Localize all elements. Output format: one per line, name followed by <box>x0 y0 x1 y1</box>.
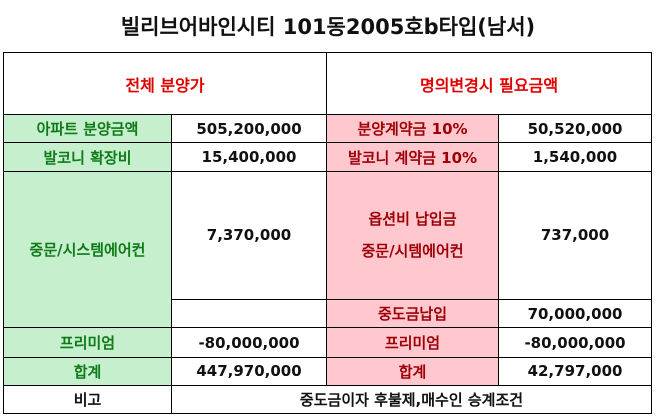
table-row: 아파트 분양금액 505,200,000 분양계약금 10% 50,520,00… <box>3 114 653 144</box>
interim-payment-value: 70,000,000 <box>498 299 653 329</box>
table-row: 합계 447,970,000 합계 42,797,000 <box>3 356 653 386</box>
balcony-expansion-label: 발코니 확장비 <box>3 142 172 172</box>
header-row: 전체 분양가 명의변경시 필요금액 <box>2 51 653 116</box>
table-row: 프리미엄 -80,000,000 프리미엄 -80,000,000 <box>3 327 653 358</box>
balcony-expansion-value: 15,400,000 <box>170 142 328 172</box>
premium-right-value: -80,000,000 <box>498 327 653 358</box>
note-value: 중도금이자 후불제,매수인 승계조건 <box>170 384 653 415</box>
balcony-deposit-value: 1,540,000 <box>498 142 653 172</box>
sale-deposit-label: 분양계약금 10% <box>326 114 500 144</box>
option-label: 중문/시스템에어컨 <box>3 170 172 329</box>
interim-payment-label: 중도금납입 <box>326 299 500 329</box>
table-row: 발코니 확장비 15,400,000 발코니 계약금 10% 1,540,000 <box>3 142 653 172</box>
page-title: 빌리브어바인시티 101동2005호b타입(남서) <box>120 15 536 39</box>
table-row: 중문/시스템에어컨 7,370,000 옵션비 납입금 중문/시템에어컨 737… <box>3 170 653 329</box>
pricing-table: 전체 분양가 명의변경시 필요금액 아파트 분양금액 505,200,000 분… <box>2 51 653 415</box>
transfer-cost-header: 명의변경시 필요금액 <box>326 51 653 116</box>
total-price-header: 전체 분양가 <box>2 51 328 116</box>
sale-deposit-value: 50,520,000 <box>498 114 653 144</box>
total-right-label: 합계 <box>326 356 500 386</box>
option-payment-label: 옵션비 납입금 중문/시템에어컨 <box>326 170 500 301</box>
balcony-deposit-label: 발코니 계약금 10% <box>326 142 500 172</box>
table-row: 중도금납입 70,000,000 <box>4 299 653 329</box>
note-label: 비고 <box>3 384 172 415</box>
note-row: 비고 중도금이자 후불제,매수인 승계조건 <box>3 384 653 415</box>
option-payment-value: 737,000 <box>498 170 653 301</box>
option-value: 7,370,000 <box>170 170 328 301</box>
premium-right-label: 프리미엄 <box>326 327 500 358</box>
total-label: 합계 <box>3 356 172 386</box>
apartment-price-label: 아파트 분양금액 <box>3 114 172 144</box>
premium-label: 프리미엄 <box>3 327 172 358</box>
option-payment-line1: 옵션비 납입금 <box>368 210 457 229</box>
premium-value: -80,000,000 <box>170 327 328 358</box>
option-payment-line2: 중문/시템에어컨 <box>361 242 464 261</box>
total-value: 447,970,000 <box>170 356 328 386</box>
empty-cell <box>170 299 328 329</box>
total-right-value: 42,797,000 <box>498 356 653 386</box>
apartment-price-value: 505,200,000 <box>170 114 328 144</box>
